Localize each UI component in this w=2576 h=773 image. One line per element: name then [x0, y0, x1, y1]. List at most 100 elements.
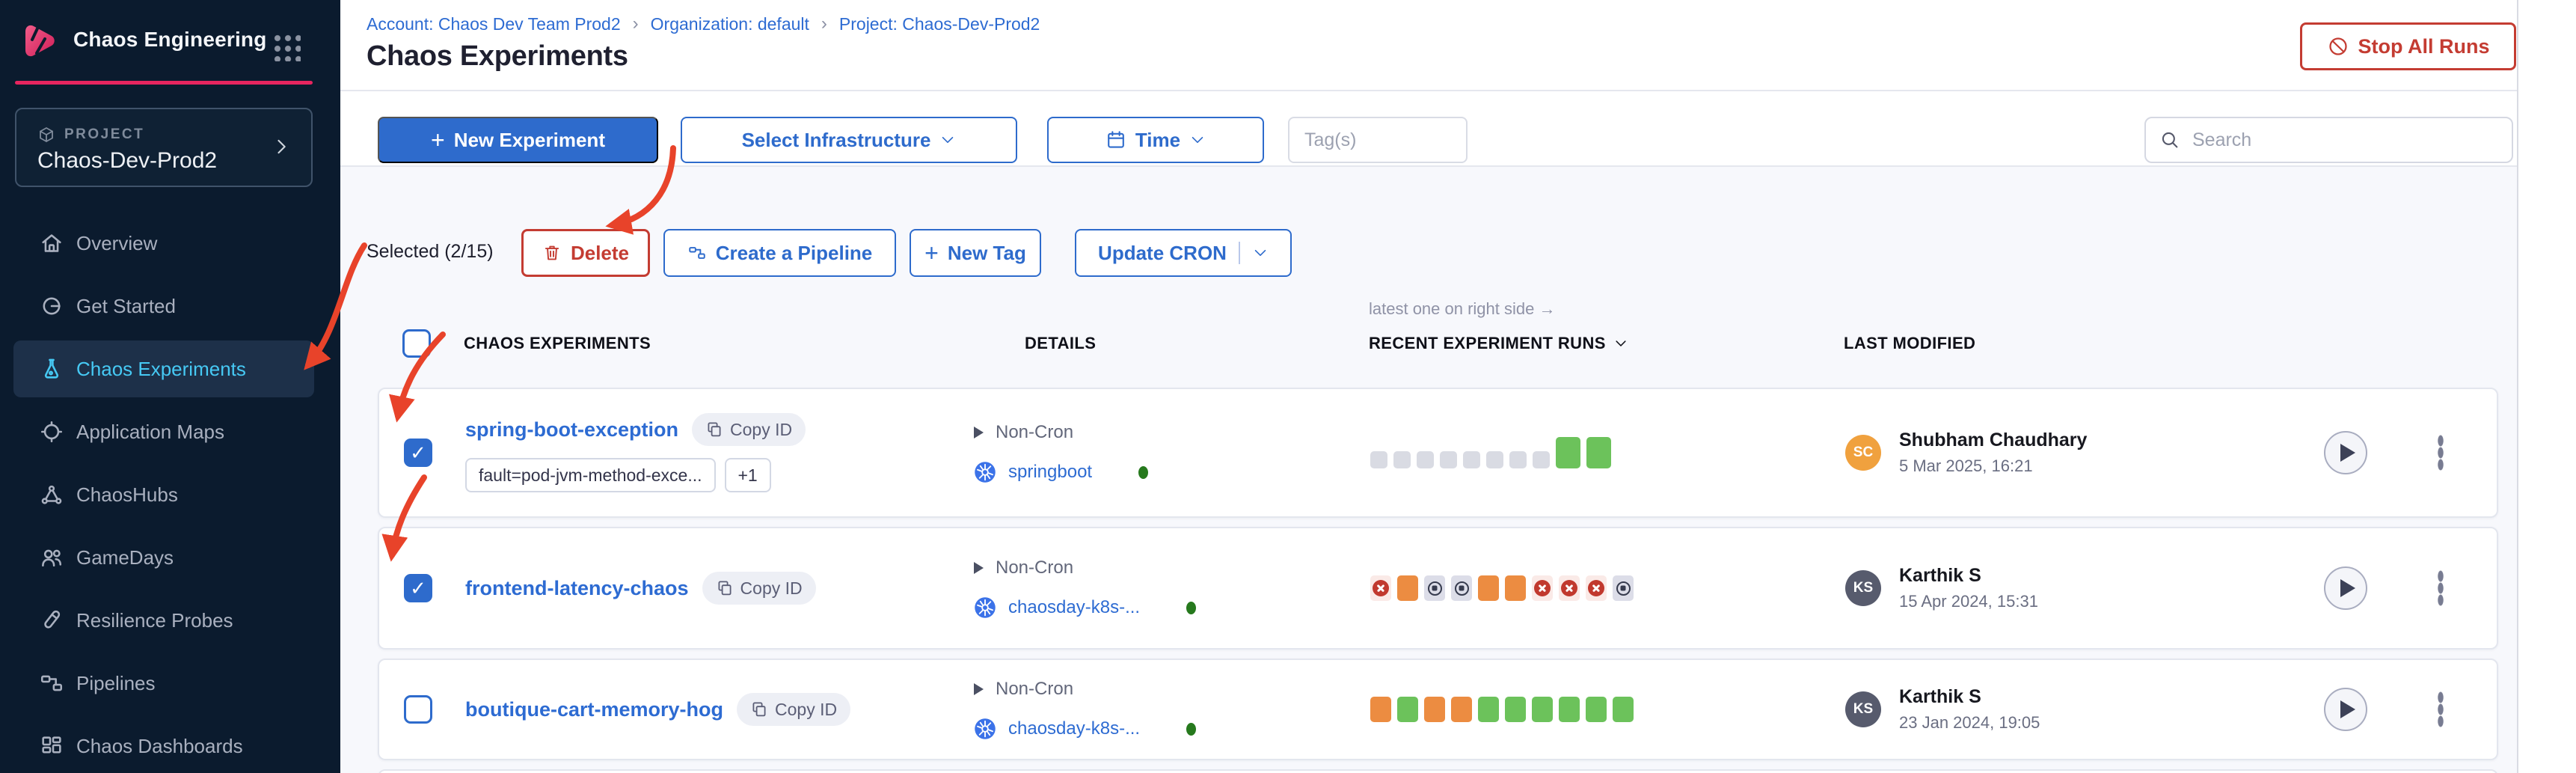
infrastructure-link[interactable]: chaosday-k8s-... [1008, 718, 1141, 739]
run-experiment-button[interactable] [2324, 688, 2367, 731]
new-tag-button[interactable]: + New Tag [910, 229, 1041, 277]
sidebar-item-application-maps[interactable]: Application Maps [0, 400, 340, 463]
run-indicator-running[interactable] [1505, 575, 1526, 601]
runs-order-note: latest one on right side → [1369, 299, 1556, 318]
run-indicator-pass-big[interactable] [1586, 437, 1611, 468]
run-indicator-stop[interactable] [1613, 575, 1634, 601]
failed-icon [1588, 580, 1604, 596]
infrastructure-link[interactable]: chaosday-k8s-... [1008, 597, 1141, 617]
expand-triangle-icon[interactable] [974, 683, 984, 695]
run-indicator-stop[interactable] [1424, 575, 1445, 601]
new-experiment-button[interactable]: + New Experiment [378, 117, 658, 163]
update-cron-split-button[interactable]: Update CRON [1075, 229, 1292, 277]
run-indicator-running[interactable] [1451, 697, 1472, 722]
run-indicator-fail[interactable] [1586, 575, 1607, 601]
time-filter-dropdown[interactable]: Time [1047, 117, 1264, 163]
copy-id-button[interactable]: Copy ID [702, 572, 816, 605]
copy-id-button[interactable]: Copy ID [692, 413, 806, 446]
run-indicator-fail[interactable] [1370, 575, 1391, 601]
select-infrastructure-dropdown[interactable]: Select Infrastructure [681, 117, 1017, 163]
app-maps-icon [40, 421, 63, 443]
scrollbar-gutter[interactable] [2517, 0, 2576, 773]
run-indicator-none[interactable] [1370, 451, 1387, 468]
run-indicator-none[interactable] [1393, 451, 1411, 468]
select-all-checkbox[interactable] [402, 329, 431, 358]
update-cron-label: Update CRON [1098, 241, 1227, 264]
run-indicator-running[interactable] [1370, 697, 1391, 722]
stop-all-runs-button[interactable]: Stop All Runs [2300, 22, 2516, 70]
play-icon [2340, 579, 2355, 597]
sidebar: Chaos Engineering PROJECT Chaos-Dev-Prod… [0, 0, 340, 773]
play-icon [2340, 700, 2355, 718]
row-checkbox[interactable]: ✓ [404, 439, 432, 467]
run-indicator-running[interactable] [1478, 575, 1499, 601]
run-indicator-none[interactable] [1509, 451, 1527, 468]
row-menu-kebab-icon[interactable] [2438, 570, 2444, 606]
row-checkbox[interactable]: ✓ [404, 574, 432, 602]
tag-chip[interactable]: fault=pod-jvm-method-exce... [465, 458, 716, 492]
run-indicator-none[interactable] [1417, 451, 1434, 468]
time-label: Time [1135, 128, 1181, 151]
row-menu-kebab-icon[interactable] [2438, 435, 2444, 471]
breadcrumb: Account: Chaos Dev Team Prod2 › Organizati… [367, 13, 1040, 34]
sidebar-item-pipelines[interactable]: Pipelines [0, 652, 340, 715]
sidebar-item-overview[interactable]: Overview [0, 212, 340, 275]
column-header-runs[interactable]: RECENT EXPERIMENT RUNS [1369, 334, 1628, 353]
breadcrumb-link[interactable]: Project: Chaos-Dev-Prod2 [838, 13, 1040, 34]
chevron-right-icon[interactable] [271, 136, 292, 157]
search-input[interactable] [2191, 128, 2498, 152]
run-experiment-button[interactable] [2324, 566, 2367, 610]
run-indicator-pass[interactable] [1613, 697, 1634, 722]
copy-id-button[interactable]: Copy ID [737, 693, 851, 726]
run-indicator-pass[interactable] [1397, 697, 1418, 722]
row-checkbox[interactable] [404, 695, 432, 724]
stopped-icon [1427, 581, 1442, 596]
chevron-down-icon [939, 132, 956, 148]
sidebar-nav: Overview Get Started Chaos Experiments Appl… [0, 212, 340, 773]
breadcrumb-link[interactable]: Organization: default [650, 13, 809, 34]
project-selector[interactable]: PROJECT Chaos-Dev-Prod2 [15, 108, 313, 187]
tag-chip[interactable]: +1 [724, 458, 771, 492]
expand-triangle-icon[interactable] [974, 427, 984, 439]
sidebar-item-chaos-dashboards[interactable]: Chaos Dashboards [0, 715, 340, 773]
run-indicator-fail[interactable] [1559, 575, 1580, 601]
delete-button[interactable]: Delete [521, 229, 650, 277]
sidebar-item-chaoshubs[interactable]: ChaosHubs [0, 463, 340, 526]
schedule-type: Non-Cron [974, 557, 1196, 578]
run-indicator-pass[interactable] [1559, 697, 1580, 722]
run-indicator-pass[interactable] [1586, 697, 1607, 722]
experiment-name-link[interactable]: boutique-cart-memory-hog [465, 697, 724, 721]
sidebar-item-get-started[interactable]: Get Started [0, 275, 340, 337]
run-indicator-none[interactable] [1440, 451, 1457, 468]
sidebar-item-gamedays[interactable]: GameDays [0, 526, 340, 589]
run-indicator-none[interactable] [1533, 451, 1550, 468]
run-indicator-pass[interactable] [1505, 697, 1526, 722]
run-indicator-none[interactable] [1463, 451, 1480, 468]
sidebar-item-chaos-experiments[interactable]: Chaos Experiments [0, 337, 340, 400]
sidebar-item-label: Application Maps [76, 420, 224, 443]
experiment-name-link[interactable]: frontend-latency-chaos [465, 576, 689, 599]
run-indicator-pass[interactable] [1532, 697, 1553, 722]
run-indicator-stop[interactable] [1451, 575, 1472, 601]
infrastructure-link[interactable]: springboot [1008, 462, 1093, 482]
run-indicator-fail[interactable] [1532, 575, 1553, 601]
run-experiment-button[interactable] [2324, 431, 2367, 474]
sidebar-item-resilience-probes[interactable]: Resilience Probes [0, 589, 340, 652]
stop-icon [2328, 37, 2347, 55]
kubernetes-icon [975, 462, 996, 483]
failed-icon [1561, 580, 1577, 596]
tags-input[interactable] [1303, 128, 1453, 152]
module-switcher-icon[interactable] [271, 31, 301, 61]
run-indicator-pass-big[interactable] [1556, 437, 1580, 468]
failed-icon [1534, 580, 1551, 596]
run-indicator-running[interactable] [1397, 575, 1418, 601]
create-pipeline-button[interactable]: Create a Pipeline [663, 229, 896, 277]
breadcrumb-link[interactable]: Account: Chaos Dev Team Prod2 [367, 13, 621, 34]
run-indicator-running[interactable] [1424, 697, 1445, 722]
row-menu-kebab-icon[interactable] [2438, 691, 2444, 727]
run-indicator-pass[interactable] [1478, 697, 1499, 722]
expand-triangle-icon[interactable] [974, 562, 984, 574]
run-indicator-none[interactable] [1486, 451, 1503, 468]
chevron-down-icon [1613, 336, 1628, 351]
experiment-name-link[interactable]: spring-boot-exception [465, 418, 678, 441]
